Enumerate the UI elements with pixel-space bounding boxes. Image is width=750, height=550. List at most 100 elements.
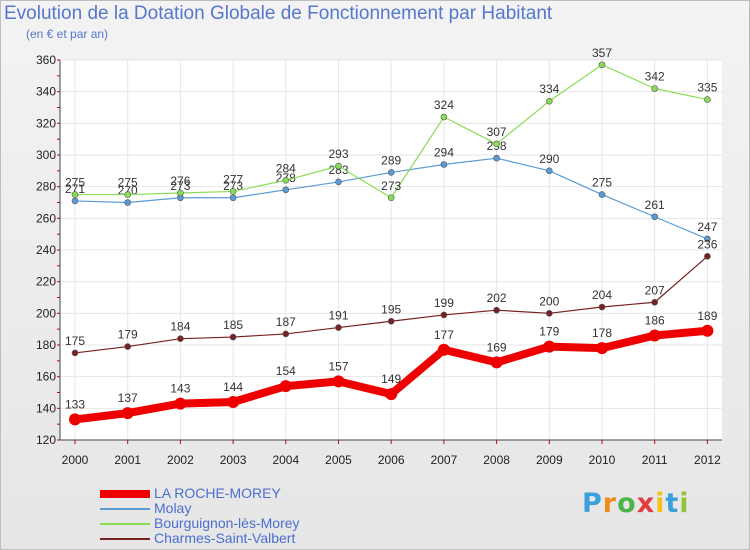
data-point-bourguignon <box>229 188 237 195</box>
x-tick-label: 2012 <box>694 453 721 467</box>
data-label-bourguignon: 284 <box>276 161 296 175</box>
data-label-molay: 247 <box>697 220 717 234</box>
data-point-molay <box>124 199 131 206</box>
data-point-charmes <box>387 317 395 325</box>
data-label-roche-morey: 154 <box>276 364 296 378</box>
x-tick-label: 2002 <box>167 453 194 467</box>
data-label-charmes: 207 <box>645 283 665 297</box>
data-point-bourguignon <box>598 61 606 69</box>
data-label-molay: 294 <box>434 146 454 160</box>
data-label-roche-morey: 169 <box>487 340 507 354</box>
data-label-roche-morey: 178 <box>592 326 612 340</box>
x-tick-label: 2000 <box>62 453 89 467</box>
x-tick-label: 2008 <box>483 453 510 467</box>
data-point-roche-morey <box>385 388 398 401</box>
data-label-bourguignon: 335 <box>697 81 717 95</box>
data-point-bourguignon <box>387 194 395 202</box>
data-point-bourguignon <box>651 85 659 92</box>
data-point-molay <box>598 191 606 198</box>
data-label-bourguignon: 293 <box>328 147 348 161</box>
data-label-molay: 273 <box>170 179 190 193</box>
legend-swatch-molay <box>100 508 150 510</box>
legend-swatch-bourguignon <box>100 523 150 525</box>
x-tick-label: 2005 <box>325 453 352 467</box>
data-point-charmes <box>545 310 553 317</box>
data-label-roche-morey: 157 <box>328 359 348 373</box>
data-point-bourguignon <box>71 191 79 198</box>
data-point-charmes <box>704 253 711 260</box>
y-tick-label: 160 <box>36 370 56 384</box>
data-label-roche-morey: 186 <box>645 314 665 328</box>
data-label-molay: 261 <box>645 198 665 212</box>
data-point-bourguignon <box>335 162 342 170</box>
data-point-roche-morey <box>227 396 240 408</box>
x-tick-label: 2011 <box>642 453 668 467</box>
data-point-charmes <box>440 311 448 319</box>
data-label-roche-morey: 137 <box>118 391 138 405</box>
data-point-molay <box>335 178 342 186</box>
data-label-charmes: 200 <box>539 294 559 308</box>
data-label-molay: 275 <box>592 176 612 190</box>
data-label-charmes: 236 <box>697 237 717 251</box>
data-point-roche-morey <box>701 324 714 337</box>
y-tick-label: 320 <box>36 116 56 130</box>
y-tick-label: 260 <box>36 211 56 225</box>
data-point-roche-morey <box>490 356 503 369</box>
x-tick-label: 2004 <box>272 453 299 467</box>
data-label-roche-morey: 179 <box>539 325 559 339</box>
data-label-bourguignon: 342 <box>645 70 665 84</box>
legend-label: Bourguignon-lès-Morey <box>154 515 300 531</box>
x-tick-label: 2007 <box>431 453 458 467</box>
chart-title: Evolution de la Dotation Globale de Fonc… <box>4 3 553 24</box>
data-label-roche-morey: 189 <box>697 309 717 323</box>
data-label-roche-morey: 144 <box>223 380 243 394</box>
legend-label: Molay <box>154 500 192 516</box>
data-point-bourguignon <box>493 140 500 148</box>
proxiti-logo: Proxiti <box>582 488 690 519</box>
data-label-roche-morey: 149 <box>381 372 401 386</box>
data-point-molay <box>493 154 500 162</box>
legend-swatch-roche-morey <box>100 490 150 498</box>
data-point-bourguignon <box>282 177 290 184</box>
data-point-bourguignon <box>545 97 553 105</box>
data-point-roche-morey <box>279 380 292 393</box>
logo-letter: r <box>602 488 618 519</box>
data-point-roche-morey <box>121 407 134 420</box>
data-label-bourguignon: 276 <box>170 174 190 188</box>
logo-letter: o <box>617 488 637 519</box>
legend-label: LA ROCHE-MOREY <box>154 485 281 501</box>
legend-label: Charmes-Saint-Valbert <box>154 530 296 546</box>
data-point-molay <box>440 161 448 168</box>
y-tick-label: 300 <box>36 148 56 162</box>
data-label-bourguignon: 324 <box>434 98 454 112</box>
data-point-molay <box>71 197 79 205</box>
logo-letter: i <box>679 488 690 519</box>
legend-swatch-charmes <box>100 538 150 540</box>
data-point-molay <box>229 194 237 202</box>
x-tick-label: 2009 <box>536 453 563 467</box>
y-tick-label: 220 <box>36 275 56 289</box>
data-point-charmes <box>493 306 500 314</box>
y-tick-label: 120 <box>36 433 56 447</box>
x-tick-label: 2010 <box>589 453 616 467</box>
logo-letter: x <box>636 488 656 519</box>
y-tick-label: 360 <box>36 53 56 67</box>
data-point-molay <box>651 213 659 221</box>
data-label-charmes: 191 <box>328 309 348 323</box>
x-tick-label: 2003 <box>220 453 247 467</box>
data-label-bourguignon: 275 <box>118 176 138 190</box>
data-label-bourguignon: 357 <box>592 46 612 60</box>
logo-letter: i <box>655 488 666 519</box>
data-point-charmes <box>229 333 237 341</box>
data-label-roche-morey: 177 <box>434 328 454 342</box>
data-point-molay <box>545 167 553 175</box>
data-point-molay <box>387 169 395 176</box>
chart-subtitle: (en € et par an) <box>26 27 109 41</box>
y-tick-label: 200 <box>36 306 56 320</box>
data-point-bourguignon <box>177 189 184 197</box>
x-tick-label: 2006 <box>378 453 405 467</box>
data-point-roche-morey <box>174 397 187 410</box>
data-label-charmes: 175 <box>65 334 85 348</box>
data-label-bourguignon: 334 <box>539 82 559 96</box>
data-label-charmes: 195 <box>381 302 401 316</box>
